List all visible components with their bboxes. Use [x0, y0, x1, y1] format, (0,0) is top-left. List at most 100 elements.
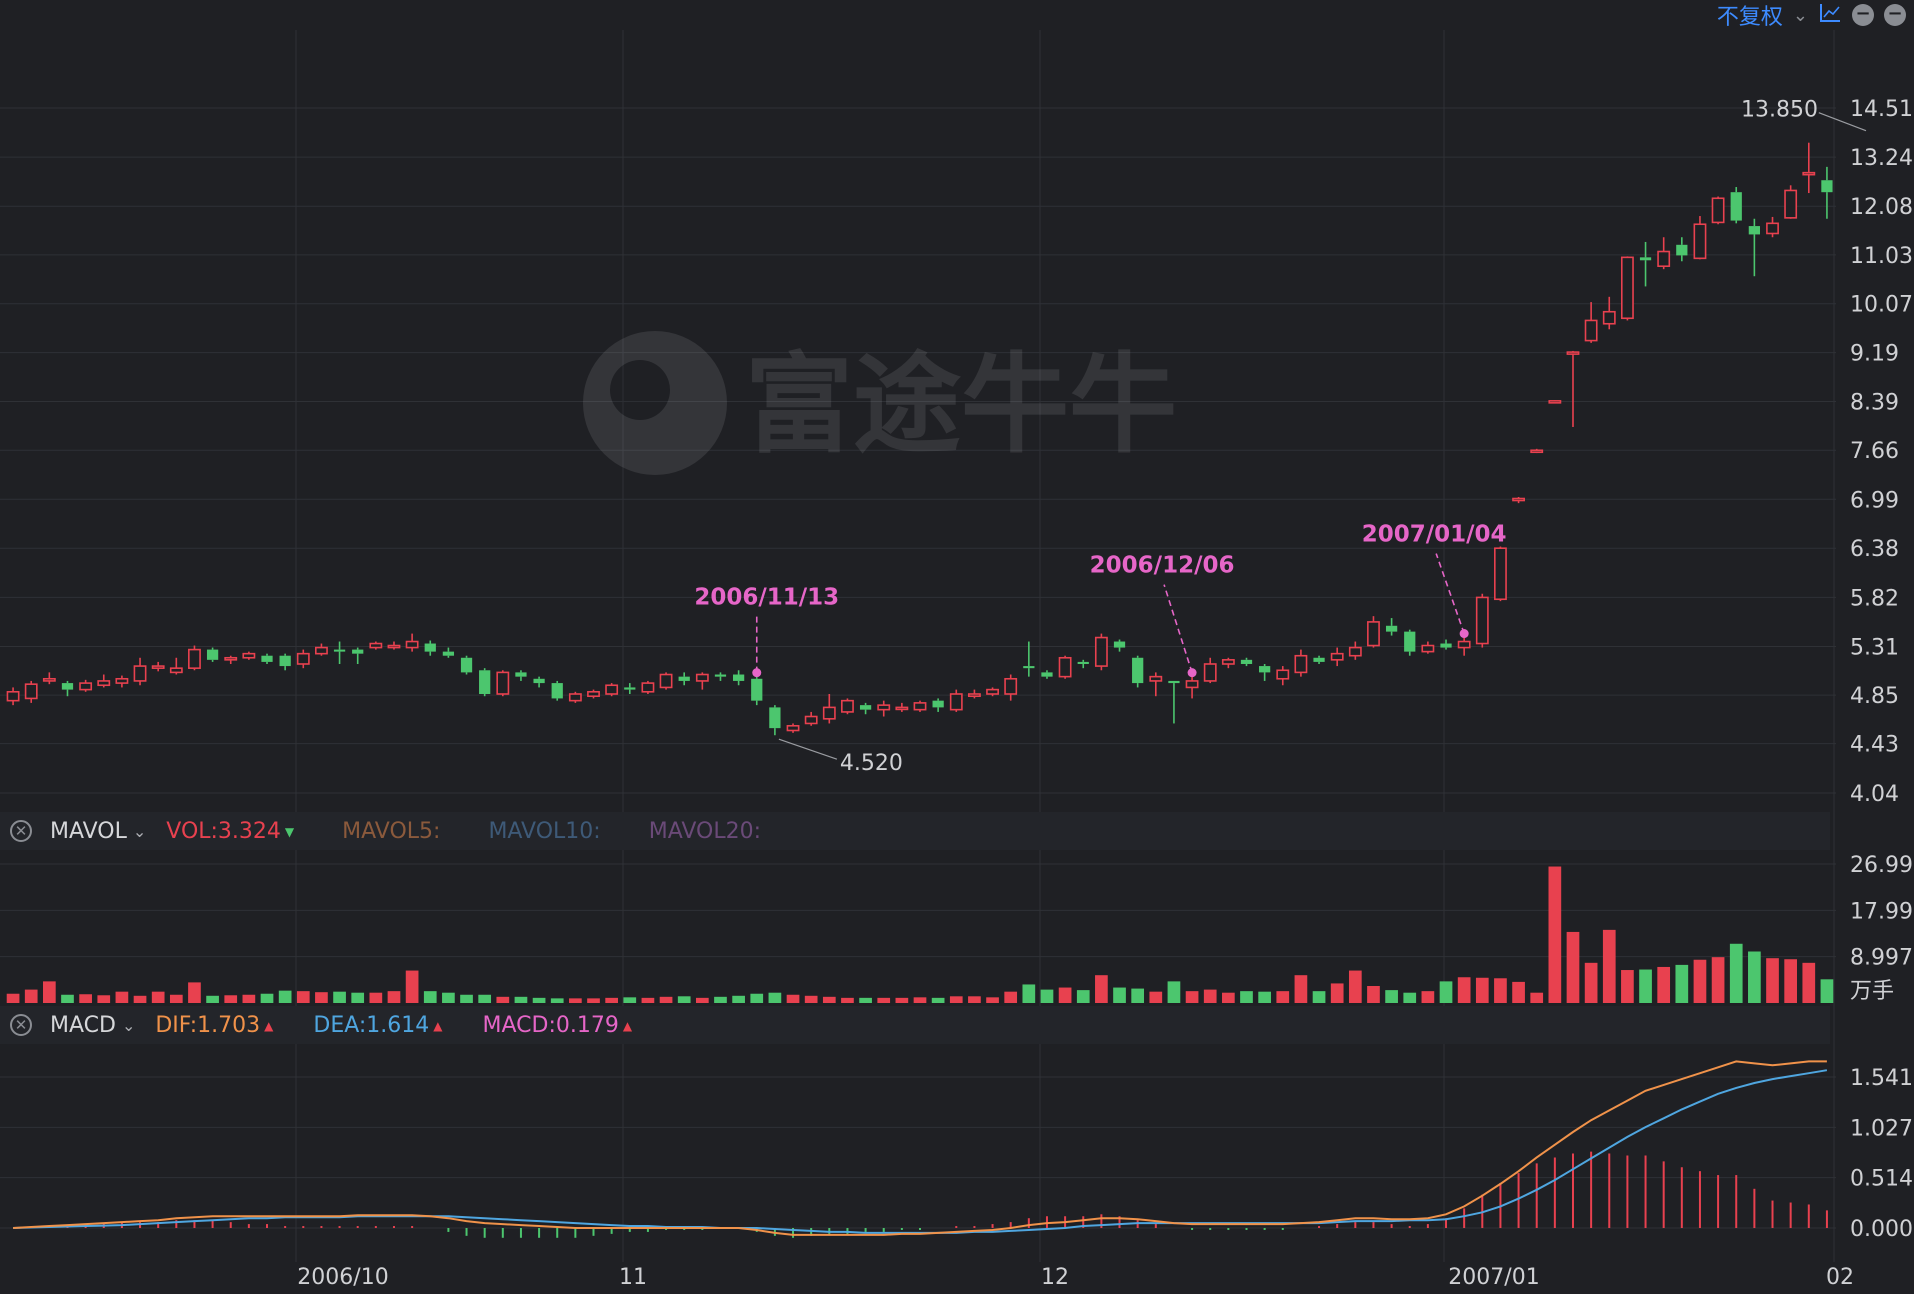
- volume-bar: [1167, 981, 1181, 1003]
- annotation-dot: [1459, 629, 1469, 639]
- candle-body: [1748, 226, 1760, 235]
- volume-bar: [423, 991, 437, 1003]
- x-tick-label: 02: [1826, 1265, 1854, 1290]
- volume-bar: [133, 995, 147, 1003]
- candle: [1620, 256, 1634, 321]
- candle-body: [714, 674, 727, 677]
- volume-bar: [1203, 989, 1217, 1003]
- candle-body: [949, 693, 963, 711]
- zoom-out-icon[interactable]: −: [1852, 4, 1874, 26]
- volume-bar: [405, 970, 419, 1003]
- candle: [841, 698, 854, 715]
- volume-bar: [1512, 981, 1525, 1003]
- candle: [1440, 639, 1452, 650]
- candle: [1259, 663, 1271, 681]
- volume-bar: [333, 991, 346, 1003]
- volume-bar: [1748, 951, 1761, 1003]
- close-icon[interactable]: ✕: [10, 820, 32, 842]
- candle: [949, 689, 963, 712]
- candle: [1457, 637, 1471, 656]
- candle-body: [24, 683, 38, 700]
- date-annotation: 2006/11/13: [694, 585, 839, 611]
- chevron-down-icon[interactable]: ⌄: [121, 1015, 136, 1035]
- candle-body: [1676, 244, 1688, 256]
- volume-bar: [351, 992, 365, 1003]
- x-tick-label: 11: [619, 1265, 647, 1290]
- candle: [115, 675, 129, 688]
- candle: [188, 645, 201, 671]
- volume-bar: [1294, 975, 1308, 1003]
- candle-body: [242, 652, 256, 659]
- candle-body: [1784, 189, 1798, 219]
- candle-body: [1077, 661, 1089, 664]
- candle-body: [1639, 257, 1652, 261]
- max-label-leader: [1818, 112, 1867, 132]
- volume-bar: [714, 996, 727, 1003]
- candle-body: [405, 640, 419, 649]
- candle: [1693, 216, 1707, 260]
- volume-bar: [442, 992, 455, 1003]
- candle: [460, 655, 473, 675]
- candle: [224, 655, 238, 664]
- candle-body: [1004, 677, 1018, 695]
- candle: [641, 680, 655, 694]
- x-tick-label: 2006/10: [297, 1265, 388, 1290]
- volume-bar: [913, 997, 927, 1003]
- candle: [1221, 657, 1235, 669]
- candle: [1494, 546, 1507, 602]
- volume-bar: [1276, 991, 1290, 1003]
- mavol5-readout: MAVOL5:: [342, 818, 441, 844]
- y-tick-label: 10.07: [1850, 293, 1913, 318]
- price-adjust-select[interactable]: 不复权: [1716, 5, 1783, 30]
- volume-bar: [931, 997, 945, 1003]
- y-tick-label: 12.08: [1850, 195, 1913, 220]
- volume-tick-label: 26.990: [1850, 853, 1914, 878]
- volume-bar: [768, 992, 782, 1003]
- y-tick-label: 7.66: [1850, 439, 1899, 464]
- macd-indicator-name[interactable]: MACD: [50, 1012, 116, 1038]
- candle: [551, 680, 563, 701]
- candle: [1367, 616, 1380, 648]
- candle-body: [1802, 171, 1816, 176]
- chart-toolbar: 不复权 ⌄ − −: [1717, 0, 1914, 30]
- candle: [24, 680, 38, 703]
- candle: [405, 633, 419, 652]
- y-tick-label: 6.38: [1850, 537, 1899, 562]
- volume-bar: [1602, 929, 1616, 1003]
- volume-bar: [659, 996, 673, 1003]
- candle: [1512, 496, 1525, 504]
- candle-body: [1113, 641, 1126, 648]
- candle: [169, 657, 183, 675]
- close-icon[interactable]: ✕: [10, 1014, 32, 1036]
- candle: [1784, 185, 1798, 219]
- candle: [1330, 647, 1344, 667]
- candle-body: [315, 646, 328, 655]
- volume-bar: [1367, 986, 1380, 1003]
- candle-body: [587, 690, 600, 698]
- volume-bar: [1095, 975, 1108, 1003]
- macd-tick-label: 1.027: [1850, 1116, 1913, 1141]
- candle-body: [1566, 351, 1580, 355]
- candle: [1676, 237, 1688, 262]
- collapse-icon[interactable]: −: [1884, 4, 1906, 26]
- volume-bar: [1657, 966, 1671, 1003]
- xy-axis-icon[interactable]: [1818, 2, 1842, 28]
- y-tick-label: 4.85: [1850, 684, 1899, 709]
- x-tick-label: 2007/01: [1448, 1265, 1539, 1290]
- candle: [877, 700, 891, 717]
- volume-panel-header: ✕ MAVOL ⌄ VOL:3.324 ▼ MAVOL5: MAVOL10: MA…: [0, 812, 1830, 850]
- volume-indicator-name[interactable]: MAVOL: [50, 818, 127, 844]
- volume-bar: [1312, 991, 1326, 1003]
- volume-bar: [1240, 991, 1253, 1003]
- chevron-down-icon[interactable]: ⌄: [1792, 4, 1808, 26]
- candle: [1313, 655, 1325, 664]
- volume-bar: [550, 998, 564, 1003]
- volume-tick-label: 17.993: [1850, 899, 1914, 924]
- candle-body: [1294, 654, 1308, 674]
- candle-body: [1023, 666, 1035, 669]
- chevron-down-icon[interactable]: ⌄: [132, 821, 147, 841]
- candle: [659, 672, 673, 690]
- volume-bar: [623, 997, 637, 1003]
- arrow-up-icon: ▲: [622, 1018, 633, 1033]
